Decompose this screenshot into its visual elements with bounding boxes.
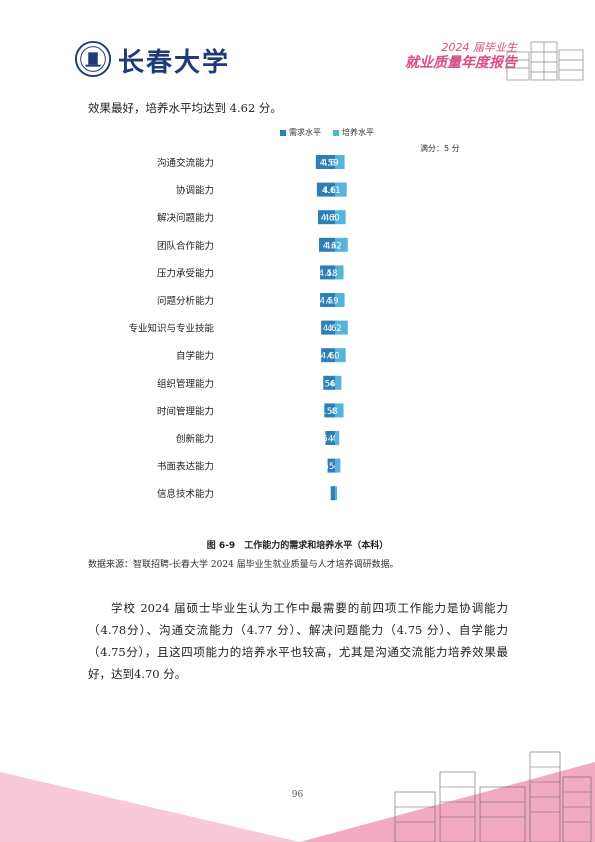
bar-training: [335, 265, 344, 280]
legend-label-demand: 需求水平: [289, 128, 321, 137]
category-label: 组织管理能力: [157, 378, 214, 390]
bar-training: [335, 237, 348, 252]
bar-demand: [327, 458, 335, 473]
data-label-demand: 4.65: [325, 241, 344, 251]
bar-demand: [321, 320, 335, 335]
category-label: 压力承受能力: [157, 267, 214, 279]
data-source: 数据来源：智联招聘-长春大学 2024 届毕业生就业质量与人才培养调研数据。: [88, 560, 399, 570]
data-label-training: 4.58: [319, 407, 338, 417]
data-label-training: 4.55: [315, 462, 334, 472]
data-label-demand: 4.54: [337, 490, 356, 500]
data-label-demand: 4.57: [334, 462, 353, 472]
data-label-training: 4.56: [316, 379, 335, 389]
data-label-demand: 4.67: [323, 186, 342, 196]
data-label-training: 4.54: [314, 435, 333, 445]
university-name: 长春大学: [118, 48, 231, 78]
bar-demand: [324, 403, 335, 418]
bar-demand: [320, 265, 335, 280]
bar-demand: [316, 182, 335, 197]
category-label: 书面表达能力: [157, 461, 214, 473]
category-label: 解决问题能力: [157, 212, 214, 224]
page-header: 长春大学 2024 届毕业生 就业质量年度报告: [0, 0, 595, 90]
bar-training: [335, 155, 345, 169]
report-title-line2: 就业质量年度报告: [405, 54, 517, 71]
data-label-training: 4.61: [322, 186, 341, 196]
data-label-demand: 4.59: [331, 435, 350, 445]
report-title-line1: 2024 届毕业生: [441, 41, 518, 54]
bar-training: [335, 458, 341, 473]
campus-building-sketch-icon: [394, 751, 592, 842]
category-label: 团队合作能力: [157, 240, 214, 252]
bar-training: [335, 403, 344, 418]
legend-swatch-demand: [280, 129, 286, 136]
report-title: 2024 届毕业生 就业质量年度报告: [405, 41, 518, 71]
legend-label-training: 培养水平: [342, 128, 374, 137]
bar-training: [335, 486, 338, 501]
bar-demand: [320, 293, 335, 307]
data-label-training: 4.59: [320, 159, 339, 169]
data-label-demand: 4.66: [324, 214, 343, 224]
category-label: 自学能力: [176, 350, 214, 362]
data-label-training: 4.58: [319, 269, 338, 279]
data-label-demand: 4.68: [322, 159, 341, 169]
data-label-training: 4.52: [312, 490, 331, 500]
bar-demand: [330, 486, 335, 501]
page-number: 96: [291, 790, 304, 800]
data-label-training: 4.62: [323, 324, 342, 334]
legend-item-training: 培养水平: [333, 127, 374, 138]
intro-text: 效果最好，培养水平均达到 4.62 分。: [88, 101, 282, 115]
bar-training: [335, 293, 345, 307]
building-sketch-icon: [506, 41, 584, 81]
bar-training: [335, 182, 347, 197]
legend-swatch-training: [333, 129, 339, 136]
figure-caption: 图 6-9 工作能力的需求和培养水平（本科）: [206, 541, 389, 551]
body-paragraph: 学校 2024 届硕士毕业生认为工作中最需要的前四项工作能力是协调能力（4.78…: [88, 601, 508, 681]
category-label: 协调能力: [176, 185, 214, 197]
university-seal-icon: [74, 40, 112, 78]
bar-demand: [325, 431, 335, 445]
bar-demand: [319, 237, 335, 252]
bar-training: [335, 431, 340, 445]
chart-unit-label: 满分：5 分: [420, 144, 460, 153]
bar-training: [335, 210, 346, 225]
category-label: 沟通交流能力: [157, 157, 214, 169]
bar-training: [335, 320, 348, 335]
bar-training: [335, 375, 342, 390]
bar-demand: [315, 155, 335, 169]
category-label: 信息技术能力: [157, 488, 214, 500]
category-label: 问题分析能力: [157, 295, 214, 307]
bar-training: [335, 348, 346, 363]
data-label-training: 4.59: [320, 297, 339, 307]
category-label: 专业知识与专业技能: [128, 323, 214, 335]
data-label-training: 4.62: [323, 241, 342, 251]
legend-item-demand: 需求水平: [280, 127, 321, 138]
chart-legend: 需求水平 培养水平: [280, 127, 374, 138]
bar-demand: [317, 210, 335, 225]
category-label: 创新能力: [176, 433, 214, 445]
category-label: 时间管理能力: [157, 405, 214, 417]
data-label-training: 4.60: [321, 214, 340, 224]
data-label-training: 4.60: [321, 352, 340, 362]
bar-demand: [323, 375, 335, 390]
bar-demand: [321, 348, 335, 363]
